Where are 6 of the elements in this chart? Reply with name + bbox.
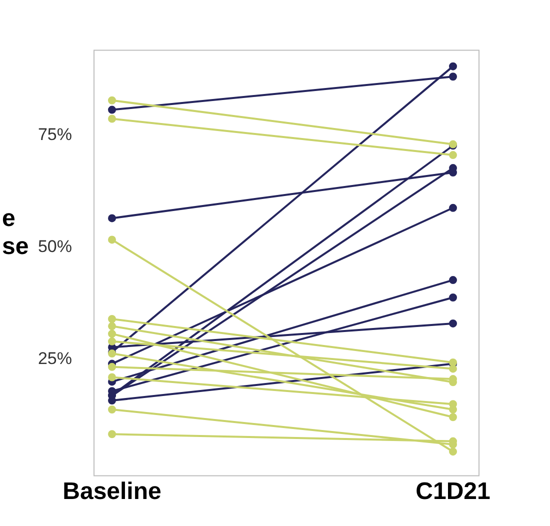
x-tick-label: Baseline — [62, 478, 162, 505]
y-tick-label: 25% — [38, 349, 72, 368]
y-tick-label: 50% — [38, 237, 72, 256]
y-tick-label: 75% — [38, 125, 72, 144]
y-axis-title: e se — [2, 204, 29, 260]
x-tick-label: C1D21 — [416, 478, 490, 505]
